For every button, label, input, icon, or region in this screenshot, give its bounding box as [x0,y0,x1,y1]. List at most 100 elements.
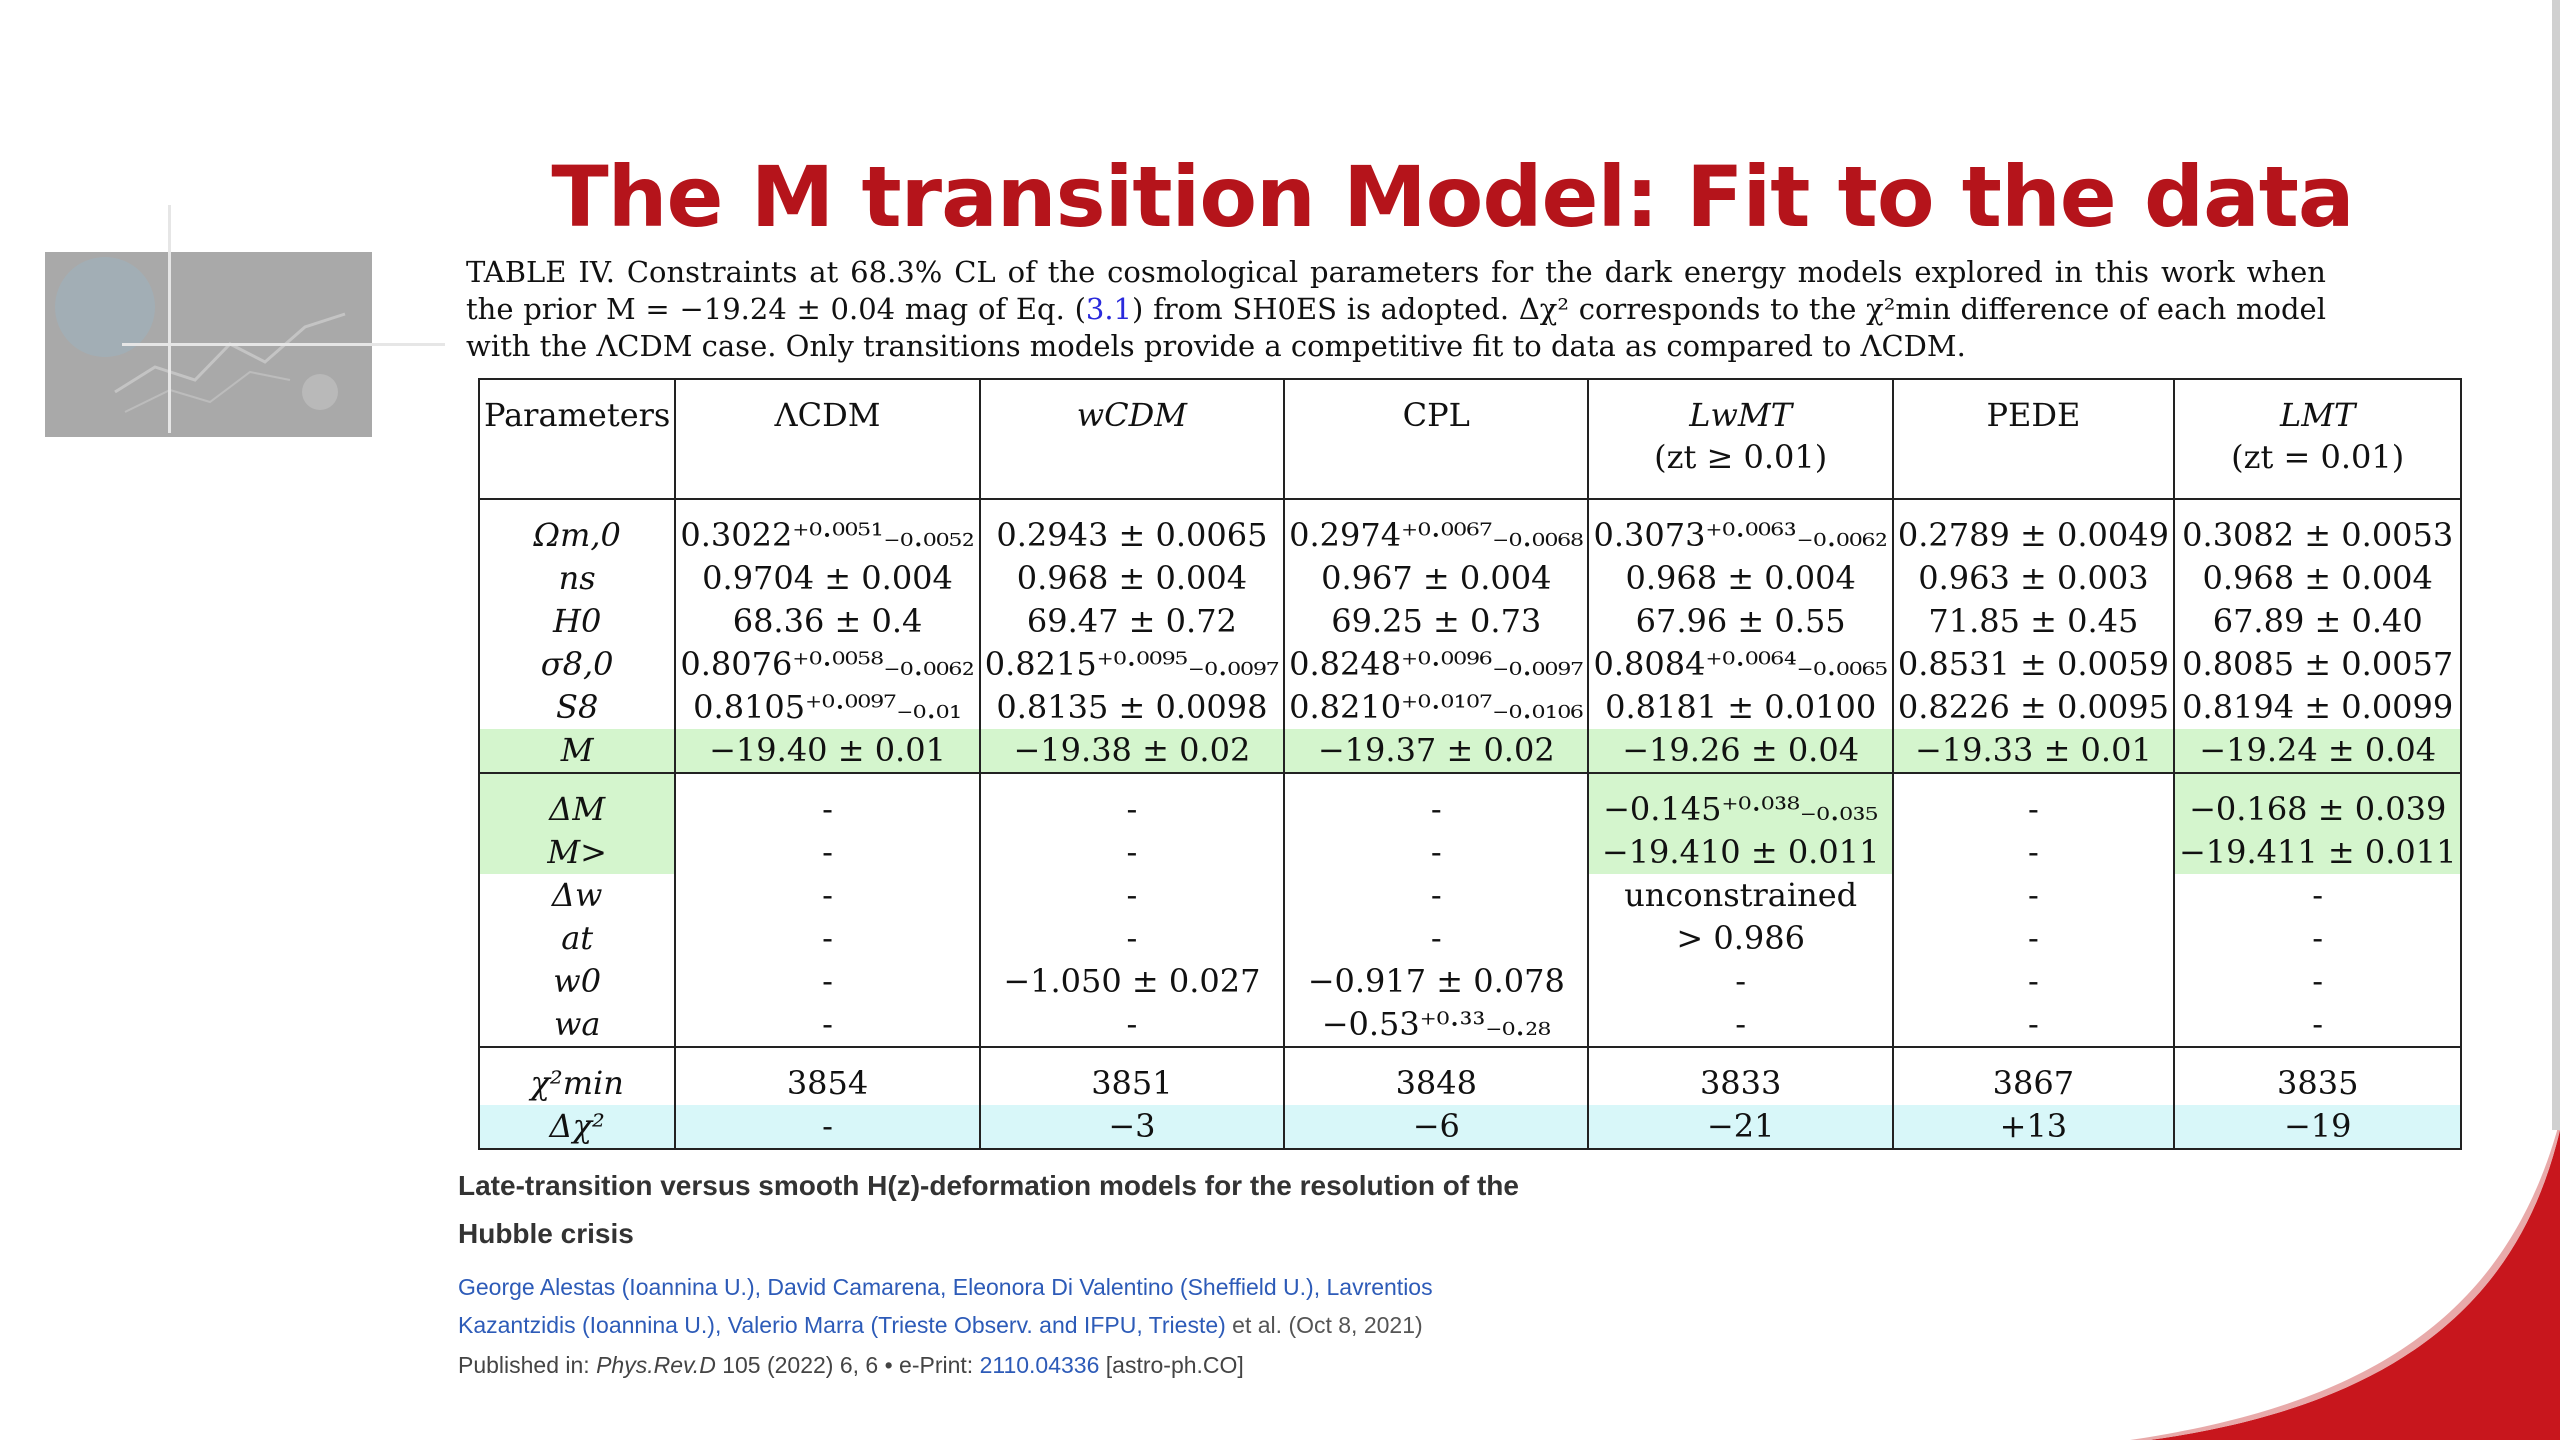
publication-info: Published in: Phys.Rev.D 105 (2022) 6, 6… [458,1352,1658,1379]
slide-title: The M transition Model: Fit to the data [551,148,2354,246]
table-cell: 69.47 ± 0.72 [978,600,1286,643]
table-cell: 69.25 ± 0.73 [1283,600,1590,643]
parameter-label: wa [477,1003,677,1048]
table-cell: −0.168 ± 0.039 [2172,773,2463,831]
paper-title[interactable]: Late-transition versus smooth H(z)-defor… [458,1162,1578,1258]
table-row: Ωm,0 0.3022⁺⁰·⁰⁰⁵¹₋₀.₀₀₅₂ 0.2943 ± 0.0065 0… [477,499,2463,557]
table-cell: - [1283,831,1590,874]
table-cell: - [674,874,981,917]
table-row: w0- −1.050 ± 0.027 −0.917 ± 0.078- - - [477,960,2463,1003]
table-cell: - [1891,960,2175,1003]
journal-detail: 105 (2022) 6, 6 • e-Print: [715,1352,980,1378]
column-header-1: ΛCDM [674,379,981,500]
table-row: at - - - > 0.986- - [477,917,2463,960]
table-cell: - [2172,960,2463,1003]
table-row: χ²min 3854 3851 3848 3833 3867 3835 [477,1047,2463,1105]
table-cell: - [2172,917,2463,960]
equation-reference-link[interactable]: 3.1 [1085,292,1133,326]
parameter-label: Δχ² [477,1105,677,1150]
parameter-label: σ8,0 [477,643,677,686]
table-cell: −0.53⁺⁰·³³₋₀.₂₈ [1283,1003,1590,1048]
parameter-label: at [477,917,677,960]
table-cell: - [2172,874,2463,917]
table-cell: 0.8084⁺⁰·⁰⁰⁶⁴₋₀.₀₀₆₅ [1587,643,1894,686]
table-cell: - [978,831,1286,874]
table-cell: 0.3073⁺⁰·⁰⁰⁶³₋₀.₀₀₆₂ [1587,499,1894,557]
table-cell: 0.2943 ± 0.0065 [978,499,1286,557]
parameter-label: H0 [477,600,677,643]
parameter-label: M> [477,831,677,874]
authors-line2-links[interactable]: Kazantzidis (Ioannina U.), Valerio Marra… [458,1312,1226,1338]
table-row: M −19.40 ± 0.01 −19.38 ± 0.02 −19.37 ± 0.02… [477,729,2463,774]
table-cell: - [978,917,1286,960]
paper-title-line1: Late-transition versus smooth H(z)-defor… [458,1170,1519,1201]
parameter-label: M [477,729,677,774]
table-cell: - [1891,773,2175,831]
table-cell: - [674,960,981,1003]
table-row: σ8,0 0.8076⁺⁰·⁰⁰⁵⁸₋₀.₀₀₆₂ 0.8215⁺⁰·⁰⁰⁹⁵₋₀.… [477,643,2463,686]
table-cell: −19.40 ± 0.01 [674,729,981,774]
column-header-label: LMT [2280,396,2356,434]
authors-date: et al. (Oct 8, 2021) [1225,1312,1423,1338]
table-cell: 0.968 ± 0.004 [978,557,1286,600]
caption-text-part1: TABLE IV. Constraints at 68.3% CL of the… [466,255,2326,326]
column-header-4: LwMT (zt ≥ 0.01) [1587,379,1894,500]
eprint-link[interactable]: 2110.04336 [979,1352,1100,1378]
table-cell: - [674,1105,981,1150]
column-header-label: Parameters [484,396,671,434]
table-cell: 0.963 ± 0.003 [1891,557,2175,600]
constraints-table: Parameters ΛCDM wCDM CPL LwMT (zt ≥ 0.01) PEDE… [477,378,2463,1150]
table-cell: 3833 [1587,1047,1894,1105]
table-cell: - [978,773,1286,831]
base-parameters-section: Ωm,0 0.3022⁺⁰·⁰⁰⁵¹₋₀.₀₀₅₂ 0.2943 ± 0.0065 0… [477,499,2463,774]
thumbnail-crosshair-horizontal [122,343,445,346]
table-cell: 0.8105⁺⁰·⁰⁰⁹⁷₋₀.₀₁ [674,686,981,729]
table-cell: - [1891,874,2175,917]
table-cell: 0.8181 ± 0.0100 [1587,686,1894,729]
table-cell: - [1891,917,2175,960]
published-prefix: Published in: [458,1352,597,1378]
table-cell: - [1891,1003,2175,1048]
table-cell: 0.8248⁺⁰·⁰⁰⁹⁶₋₀.₀₀₉₇ [1283,643,1590,686]
table-cell: 0.968 ± 0.004 [1587,557,1894,600]
table-cell: 0.8194 ± 0.0099 [2172,686,2463,729]
table-cell: −19 [2172,1105,2463,1150]
table-cell: 3851 [978,1047,1286,1105]
table-row: Δχ² - −3 −6 −21 +13 −19 [477,1105,2463,1150]
table-header-row: Parameters ΛCDM wCDM CPL LwMT (zt ≥ 0.01) PEDE… [477,379,2463,500]
table-cell: 67.89 ± 0.40 [2172,600,2463,643]
table-row: M> - - - −19.410 ± 0.011- −19.411 ± 0.011 [477,831,2463,874]
authors-line1[interactable]: George Alestas (Ioannina U.), David Cama… [458,1274,1433,1300]
table-cell: 0.8215⁺⁰·⁰⁰⁹⁵₋₀.₀₀₉₇ [978,643,1286,686]
table-cell: −19.24 ± 0.04 [2172,729,2463,774]
table-cell: −19.410 ± 0.011 [1587,831,1894,874]
column-header-5: PEDE [1891,379,2175,500]
column-header-0: Parameters [477,379,677,500]
table-cell: 0.968 ± 0.004 [2172,557,2463,600]
parameter-label: S8 [477,686,677,729]
column-header-3: CPL [1283,379,1590,500]
parameter-label: Δw [477,874,677,917]
paper-authors: George Alestas (Ioannina U.), David Cama… [458,1268,1578,1344]
table-cell: 0.2974⁺⁰·⁰⁰⁶⁷₋₀.₀₀₆₈ [1283,499,1590,557]
parameter-label: χ²min [477,1047,677,1105]
authors-line2: Kazantzidis (Ioannina U.), Valerio Marra… [458,1306,1578,1344]
journal-name: Phys.Rev.D [596,1352,716,1378]
parameter-label: ns [477,557,677,600]
table-row: H0 68.36 ± 0.4 69.47 ± 0.72 69.25 ± 0.73 67.… [477,600,2463,643]
table-cell: 0.967 ± 0.004 [1283,557,1590,600]
table-cell: - [1587,1003,1894,1048]
table-cell: 0.8085 ± 0.0057 [2172,643,2463,686]
column-header-label: LwMT [1689,396,1793,434]
table-cell: 68.36 ± 0.4 [674,600,981,643]
fit-statistics-section: χ²min 3854 3851 3848 3833 3867 3835 Δχ² - −3 −6 −21… [477,1047,2463,1150]
table-cell: 3867 [1891,1047,2175,1105]
table-cell: 0.8076⁺⁰·⁰⁰⁵⁸₋₀.₀₀₆₂ [674,643,981,686]
table-cell: - [1283,773,1590,831]
column-header-label: wCDM [1076,396,1188,434]
column-header-sublabel: (zt ≥ 0.01) [1654,438,1828,476]
table-cell: −19.26 ± 0.04 [1587,729,1894,774]
table-cell: - [978,874,1286,917]
table-cell: - [978,1003,1286,1048]
table-cell: −21 [1587,1105,1894,1150]
